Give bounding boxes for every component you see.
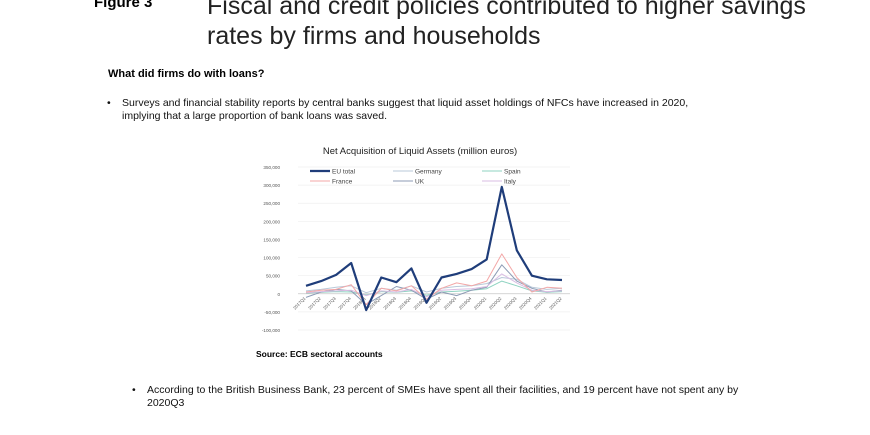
- legend-label: UK: [415, 179, 425, 186]
- bullet-text-1: Surveys and financial stability reports …: [122, 97, 689, 122]
- page-title: Fiscal and credit policies contributed t…: [207, 0, 806, 50]
- x-tick-label: 2019Q3: [443, 296, 458, 311]
- y-tick-label: -100,000: [262, 328, 281, 333]
- x-tick-label: 2017Q2: [307, 296, 322, 311]
- y-tick-label: 50,000: [266, 274, 280, 279]
- bullet-dot-icon: •: [132, 384, 136, 396]
- y-tick-label: 250,000: [263, 201, 280, 206]
- chart-legend: EU total Germany Spain France UK Italy: [310, 169, 521, 186]
- x-tick-label: 2020Q2: [488, 296, 503, 311]
- chart-title: Net Acquisition of Liquid Assets (millio…: [323, 146, 517, 157]
- figure-label: Figure 3: [94, 0, 153, 11]
- bullet-dot-icon: •: [107, 97, 111, 109]
- y-tick-label: -50,000: [264, 310, 280, 315]
- x-tick-label: 2017Q1: [292, 296, 307, 311]
- y-tick-label: 150,000: [263, 237, 280, 242]
- bullet-item-1: • Surveys and financial stability report…: [107, 97, 722, 123]
- series-line-eu-total: [305, 185, 563, 312]
- legend-label: Italy: [504, 179, 517, 186]
- source-note: Source: ECB sectoral accounts: [256, 349, 383, 359]
- x-tick-label: 2018Q3: [382, 296, 397, 311]
- bullet-item-2: • According to the British Business Bank…: [132, 384, 747, 410]
- x-tick-label: 2019Q4: [458, 296, 473, 311]
- y-tick-label: 100,000: [263, 256, 280, 261]
- y-tick-label: 350,000: [263, 165, 280, 170]
- x-tick-label: 2017Q3: [322, 296, 337, 311]
- y-tick-label: 200,000: [263, 219, 280, 224]
- x-tick-label: 2020Q1: [473, 296, 488, 311]
- y-tick-label: 0: [277, 292, 280, 297]
- x-tick-label: 2021Q2: [548, 296, 563, 311]
- x-tick-label: 2017Q4: [337, 296, 352, 311]
- chart-series-lines: [305, 185, 563, 312]
- y-axis-ticks: -100,000 -50,000 0 50,000 100,000 150,000 200,…: [262, 165, 281, 333]
- x-tick-label: 2021Q1: [533, 296, 548, 311]
- legend-label: Spain: [504, 169, 521, 176]
- legend-label: Germany: [415, 169, 442, 176]
- x-tick-label: 2020Q4: [518, 296, 533, 311]
- liquid-assets-chart: Net Acquisition of Liquid Assets (millio…: [262, 146, 570, 333]
- bullet-text-2: According to the British Business Bank, …: [147, 384, 739, 409]
- section-question: What did firms do with loans?: [108, 68, 265, 80]
- x-tick-label: 2018Q4: [398, 296, 413, 311]
- y-tick-label: 300,000: [263, 183, 280, 188]
- legend-label: France: [332, 179, 353, 186]
- legend-label: EU total: [332, 169, 356, 176]
- x-tick-label: 2020Q3: [503, 296, 518, 311]
- series-line-france: [305, 253, 563, 306]
- chart-gridlines: [298, 166, 570, 331]
